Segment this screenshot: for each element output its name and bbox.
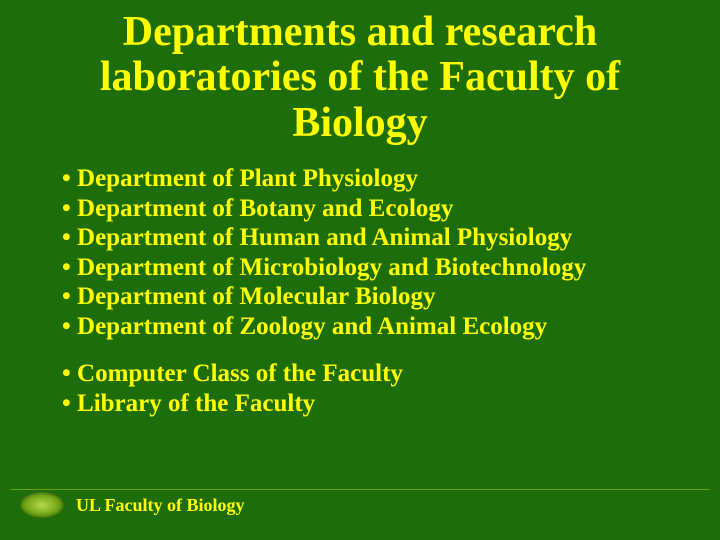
list-item: • Department of Microbiology and Biotech… bbox=[62, 253, 660, 283]
list-item: • Department of Botany and Ecology bbox=[62, 194, 660, 224]
slide-body: • Department of Plant Physiology • Depar… bbox=[0, 146, 720, 418]
footer-text: UL Faculty of Biology bbox=[76, 495, 245, 516]
footer-divider bbox=[10, 489, 710, 490]
footer: UL Faculty of Biology bbox=[20, 492, 245, 518]
list-item: • Computer Class of the Faculty bbox=[62, 359, 660, 389]
facilities-list: • Computer Class of the Faculty • Librar… bbox=[62, 359, 660, 418]
list-item: • Library of the Faculty bbox=[62, 389, 660, 419]
slide: Departments and research laboratories of… bbox=[0, 0, 720, 540]
list-item: • Department of Zoology and Animal Ecolo… bbox=[62, 312, 660, 342]
departments-list: • Department of Plant Physiology • Depar… bbox=[62, 164, 660, 341]
slide-title: Departments and research laboratories of… bbox=[0, 0, 720, 146]
list-item: • Department of Human and Animal Physiol… bbox=[62, 223, 660, 253]
list-item: • Department of Molecular Biology bbox=[62, 282, 660, 312]
ul-biology-logo-icon bbox=[20, 492, 64, 518]
list-item: • Department of Plant Physiology bbox=[62, 164, 660, 194]
